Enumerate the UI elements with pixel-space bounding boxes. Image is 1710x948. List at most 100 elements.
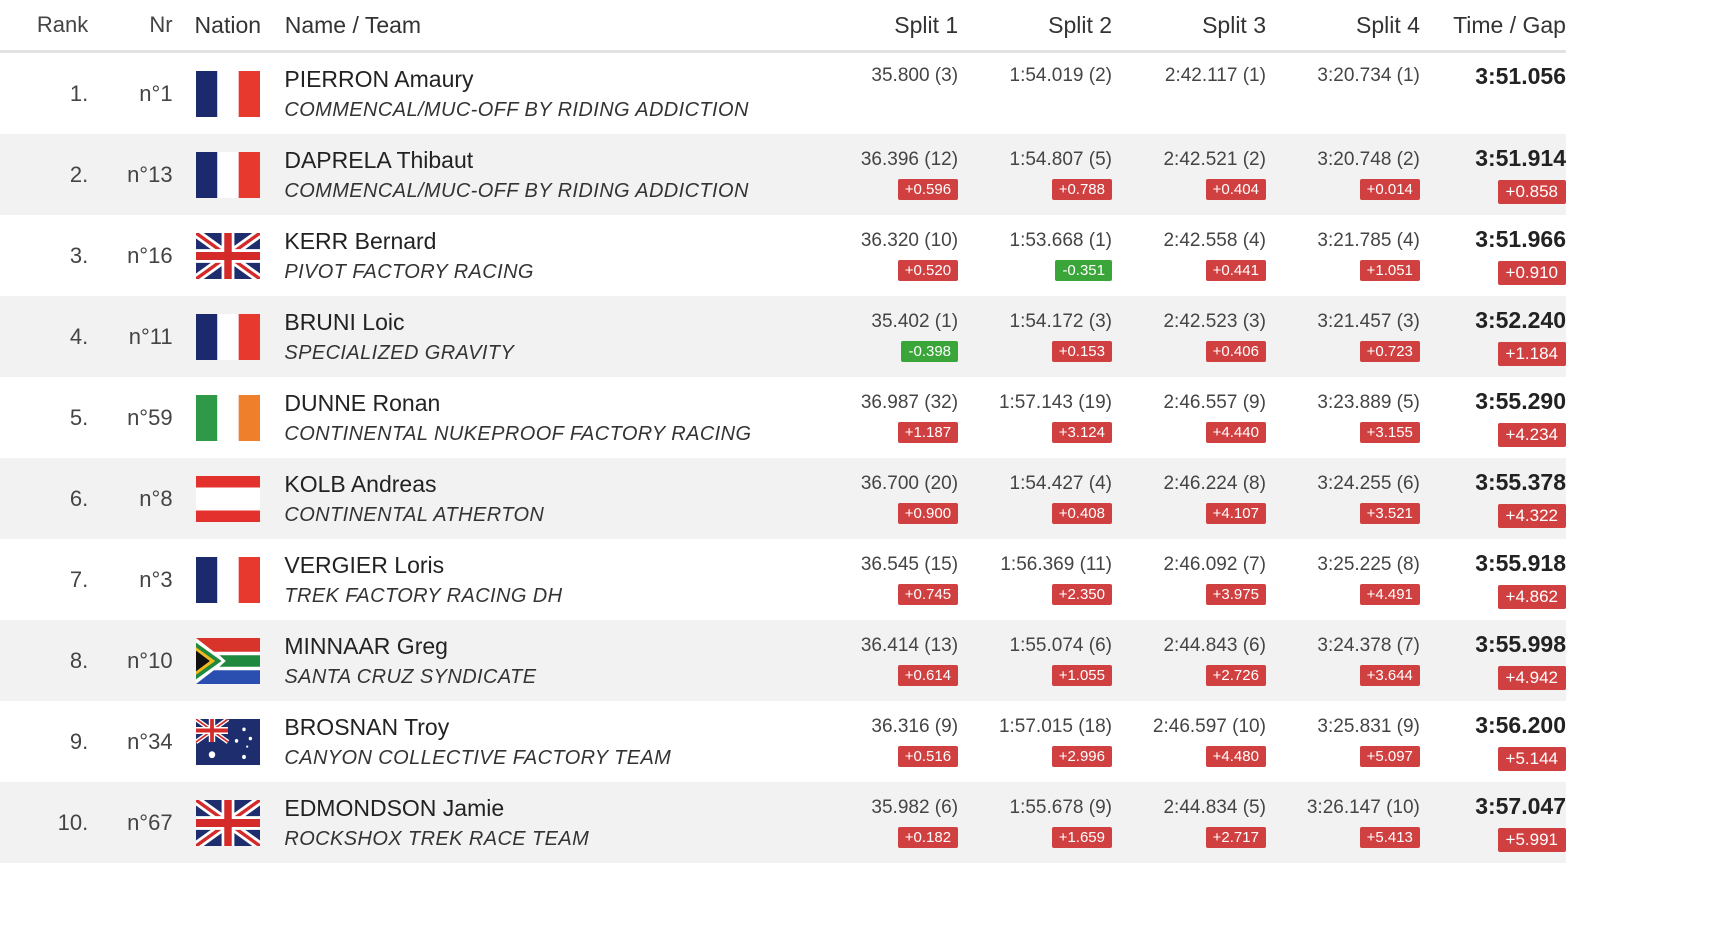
split-2-delta-badge: +2.996 — [1051, 746, 1112, 767]
split-4-delta-badge: +3.521 — [1359, 503, 1420, 524]
ie-flag-icon — [196, 394, 261, 441]
header-name-team[interactable]: Name / Team — [284, 11, 422, 38]
rider-name[interactable]: MINNAAR Greg — [284, 632, 448, 659]
gap-badge: +0.858 — [1497, 180, 1566, 204]
split-1-cell: 36.316 (9) +0.516 — [804, 716, 959, 767]
table-header: Rank Nr Nation Name / Team Split 1 Split… — [0, 0, 1566, 53]
header-time-gap[interactable]: Time / Gap — [1453, 11, 1566, 38]
split-2-cell: 1:55.074 (6) +1.055 — [958, 635, 1112, 686]
bib-number-cell: n°16 — [127, 242, 173, 268]
bib-number-cell: n°11 — [128, 323, 173, 349]
table-row[interactable]: 8. n°10 MINNAAR Greg SANTA CRUZ SYNDICATE 36… — [0, 620, 1566, 701]
split-2-cell: 1:54.019 (2) — [958, 65, 1112, 122]
header-rank[interactable]: Rank — [36, 12, 89, 37]
rider-name[interactable]: DUNNE Ronan — [284, 389, 441, 416]
split-2-delta-badge: +1.055 — [1051, 665, 1112, 686]
split-1-delta-badge: +0.900 — [897, 503, 959, 524]
table-row[interactable]: 10. n°67 EDMONDSON Jamie ROCKSHOX TREK RACE… — [0, 782, 1566, 863]
table-row[interactable]: 7. n°3 VERGIER Loris TREK FACTORY RACING DH… — [0, 539, 1566, 620]
split-4-time: 3:21.785 (4) — [1317, 230, 1420, 251]
table-row[interactable]: 5. n°59 DUNNE Ronan CONTINENTAL NUKEPROOF F… — [0, 377, 1566, 458]
team-name: COMMENCAL/MUC-OFF BY RIDING ADDICTION — [284, 98, 749, 121]
rider-name[interactable]: EDMONDSON Jamie — [284, 794, 505, 821]
split-4-delta-badge: +5.413 — [1359, 827, 1420, 848]
split-1-delta-badge: +0.182 — [897, 827, 959, 848]
rider-name[interactable]: KOLB Andreas — [284, 470, 437, 497]
split-1-time: 36.320 (10) — [860, 230, 959, 251]
final-time: 3:51.914 — [1475, 145, 1566, 171]
header-split-4[interactable]: Split 4 — [1355, 11, 1420, 38]
split-3-time: 2:46.224 (8) — [1163, 473, 1266, 494]
split-3-cell: 2:42.523 (3) +0.406 — [1112, 311, 1266, 362]
nation-cell — [173, 475, 285, 522]
bib-number-cell: n°34 — [127, 728, 173, 754]
header-split-1[interactable]: Split 1 — [894, 11, 959, 38]
nation-cell — [173, 637, 285, 684]
split-1-cell: 36.396 (12) +0.596 — [804, 149, 959, 200]
final-time: 3:55.290 — [1475, 388, 1566, 414]
table-row[interactable]: 4. n°11 BRUNI Loic SPECIALIZED GRAVITY 35.40… — [0, 296, 1566, 377]
split-4-cell: 3:21.457 (3) +0.723 — [1266, 311, 1420, 362]
table-row[interactable]: 1. n°1 PIERRON Amaury COMMENCAL/MUC-OFF BY … — [0, 53, 1566, 134]
split-4-delta-badge: +0.723 — [1359, 341, 1420, 362]
split-3-time: 2:46.557 (9) — [1163, 392, 1266, 413]
split-1-cell: 35.402 (1) -0.398 — [804, 311, 959, 362]
split-4-delta-badge: +3.155 — [1359, 422, 1420, 443]
rider-name[interactable]: PIERRON Amaury — [284, 65, 474, 92]
at-flag-icon — [196, 475, 261, 522]
bib-number-cell: n°59 — [127, 404, 173, 430]
time-gap-cell: 3:55.918 +4.862 — [1420, 550, 1566, 609]
time-gap-cell: 3:51.914 +0.858 — [1420, 145, 1566, 204]
split-3-cell: 2:42.521 (2) +0.404 — [1112, 149, 1266, 200]
split-1-cell: 36.987 (32) +1.187 — [804, 392, 959, 443]
split-4-cell: 3:20.734 (1) — [1266, 65, 1419, 122]
split-4-cell: 3:25.831 (9) +5.097 — [1266, 716, 1420, 767]
split-4-cell: 3:24.378 (7) +3.644 — [1266, 635, 1420, 686]
final-time: 3:51.966 — [1475, 226, 1566, 252]
table-row[interactable]: 3. n°16 KERR Bernard PIVOT FACTORY RACING 36… — [0, 215, 1566, 296]
split-1-cell: 36.545 (15) +0.745 — [804, 554, 959, 605]
split-2-time: 1:54.172 (3) — [1009, 311, 1112, 332]
rank-cell: 10. — [57, 809, 89, 835]
team-name: PIVOT FACTORY RACING — [284, 260, 534, 283]
header-split-2[interactable]: Split 2 — [1048, 11, 1113, 38]
gap-badge: +4.322 — [1497, 504, 1566, 528]
split-1-delta-badge: +0.596 — [897, 179, 959, 200]
split-2-cell: 1:54.427 (4) +0.408 — [958, 473, 1112, 524]
gap-badge: +4.862 — [1497, 585, 1566, 609]
split-1-time: 36.987 (32) — [860, 392, 959, 413]
table-row[interactable]: 9. n°34 BROSNAN Troy CANYON COLLECTIVE FACT… — [0, 701, 1566, 782]
nation-cell — [173, 228, 285, 283]
split-2-time: 1:55.678 (9) — [1009, 797, 1112, 818]
split-3-cell: 2:46.557 (9) +4.440 — [1112, 392, 1266, 443]
header-split-3[interactable]: Split 3 — [1202, 11, 1267, 38]
table-body: 1. n°1 PIERRON Amaury COMMENCAL/MUC-OFF BY … — [0, 53, 1566, 863]
name-team-cell: EDMONDSON Jamie ROCKSHOX TREK RACE TEAM — [284, 795, 804, 851]
split-3-time: 2:44.843 (6) — [1163, 635, 1266, 656]
header-nation[interactable]: Nation — [194, 11, 262, 38]
split-3-delta-badge: +4.107 — [1205, 503, 1266, 524]
split-2-delta-badge: +1.659 — [1051, 827, 1112, 848]
split-1-cell: 35.982 (6) +0.182 — [804, 797, 959, 848]
nation-cell — [173, 313, 285, 360]
rider-name[interactable]: VERGIER Loris — [284, 551, 445, 578]
time-gap-cell: 3:56.200 +5.144 — [1420, 712, 1566, 771]
za-flag-icon — [196, 637, 261, 684]
table-row[interactable]: 2. n°13 DAPRELA Thibaut COMMENCAL/MUC-OFF B… — [0, 134, 1566, 215]
split-3-delta-badge: +2.726 — [1205, 665, 1266, 686]
gap-badge: +1.184 — [1497, 342, 1566, 366]
split-4-cell: 3:24.255 (6) +3.521 — [1266, 473, 1420, 524]
header-nr[interactable]: Nr — [149, 12, 173, 37]
split-3-time: 2:44.834 (5) — [1163, 797, 1266, 818]
rider-name[interactable]: KERR Bernard — [284, 227, 437, 254]
bib-number-cell: n°3 — [139, 566, 173, 592]
rider-name[interactable]: DAPRELA Thibaut — [284, 146, 474, 173]
split-3-delta-badge: +4.440 — [1205, 422, 1266, 443]
rank-cell: 2. — [69, 161, 89, 187]
split-4-delta-badge: +3.644 — [1359, 665, 1420, 686]
table-row[interactable]: 6. n°8 KOLB Andreas CONTINENTAL ATHERTON 36.… — [0, 458, 1566, 539]
split-4-time: 3:25.225 (8) — [1317, 554, 1420, 575]
rider-name[interactable]: BRUNI Loic — [284, 308, 405, 335]
split-1-delta-badge: -0.398 — [901, 341, 959, 362]
rider-name[interactable]: BROSNAN Troy — [284, 713, 450, 740]
